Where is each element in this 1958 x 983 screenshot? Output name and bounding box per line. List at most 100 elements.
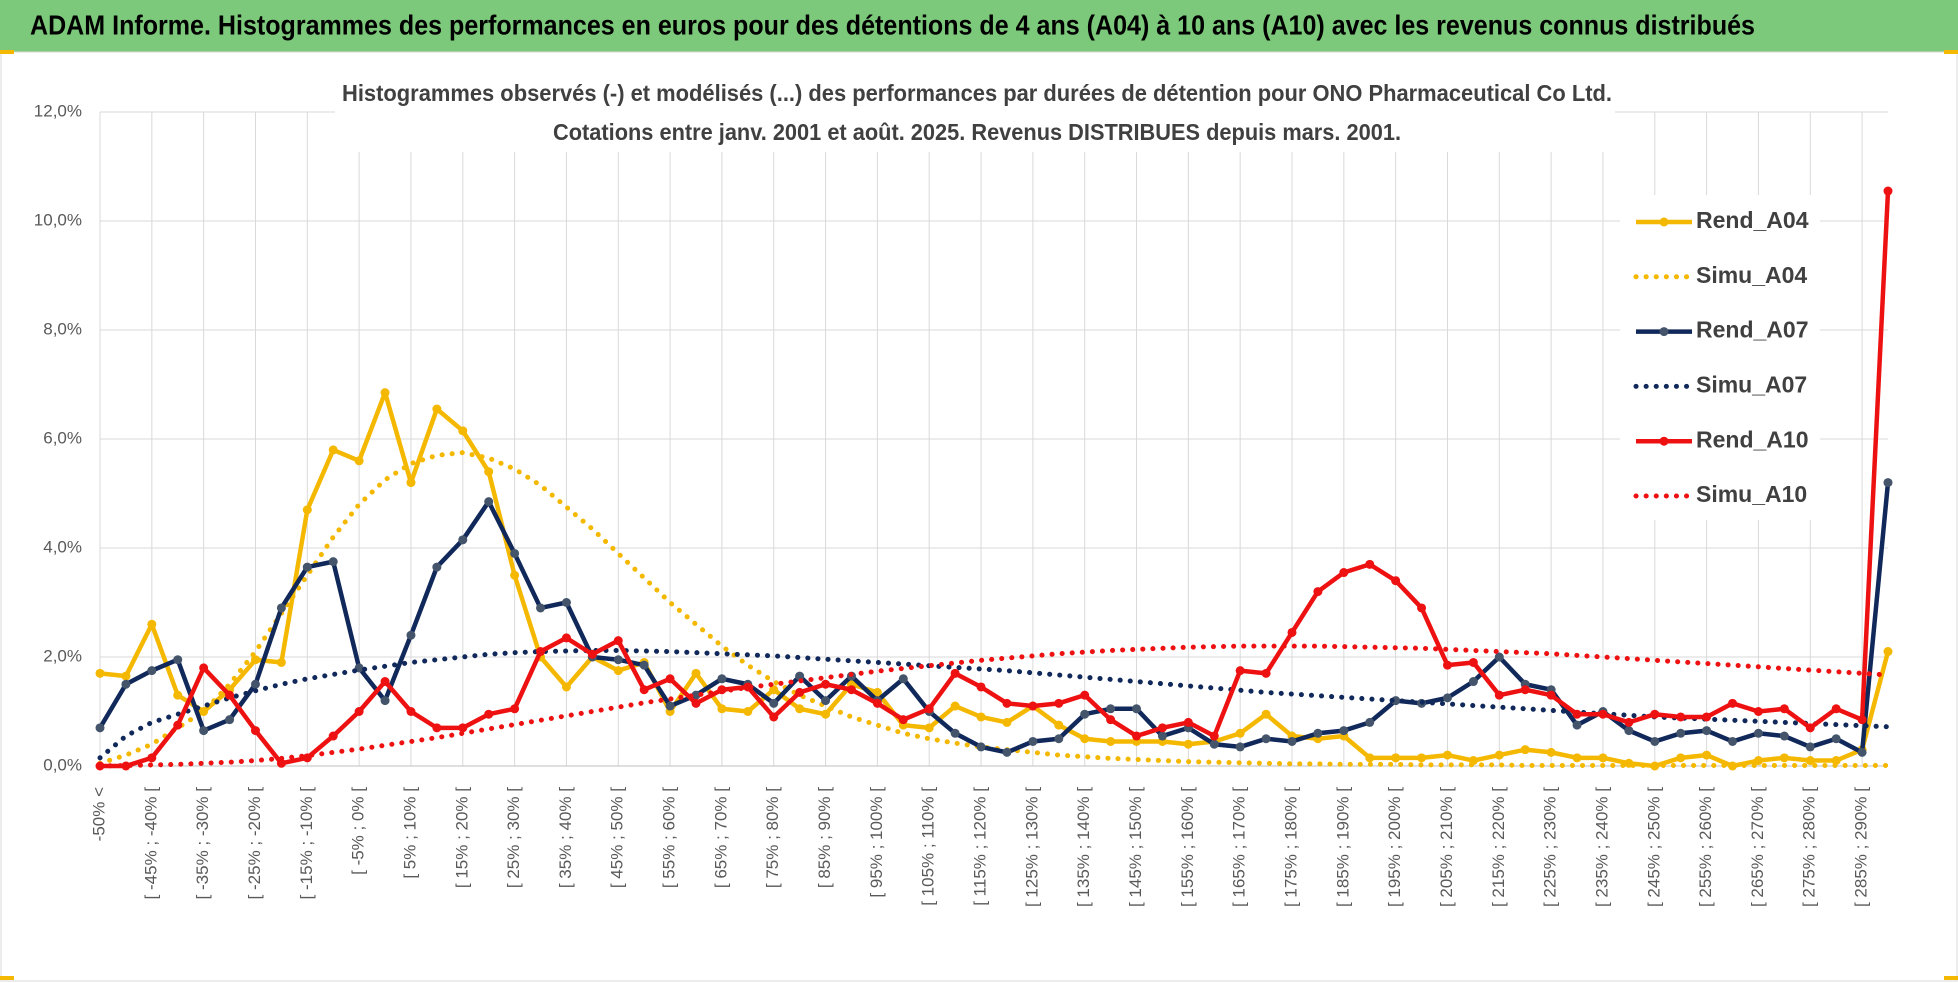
header-band (0, 0, 1958, 52)
series-line (98, 482, 1891, 755)
data-point (1598, 753, 1608, 763)
x-tick-label: [ 275% ; 280% [ (1800, 787, 1819, 907)
x-tick-label: [ 45% ; 50% [ (608, 787, 627, 888)
plot: -50% < [ -45% ; -40% [[ -35% ; -30% [[ -2… (34, 78, 1893, 907)
header-title: ADAM Informe. Histogrammes des performan… (30, 9, 1755, 40)
data-point (976, 682, 986, 692)
legend-marker (1659, 217, 1669, 227)
data-point (769, 698, 779, 708)
data-point (406, 707, 416, 716)
data-point (639, 660, 649, 670)
data-point (1702, 712, 1712, 722)
data-point (613, 666, 623, 676)
data-point (250, 726, 260, 736)
x-tick-label: [ 155% ; 160% [ (1178, 787, 1197, 907)
legend-label: Simu_A10 (1696, 481, 1807, 507)
data-point (432, 562, 442, 572)
data-point (1753, 707, 1763, 716)
data-point (432, 404, 442, 414)
data-point (898, 674, 908, 684)
data-point (1676, 728, 1686, 738)
data-point (950, 701, 960, 711)
x-tick-label: [ 245% ; 250% [ (1644, 787, 1663, 907)
x-tick-label: [ 195% ; 200% [ (1385, 787, 1404, 907)
data-point (1054, 720, 1064, 730)
data-point (1831, 756, 1841, 766)
data-point (1080, 690, 1090, 700)
legend-label: Rend_A07 (1696, 317, 1808, 343)
chart-subtitle: Cotations entre janv. 2001 et août. 2025… (553, 119, 1401, 145)
data-point (1494, 690, 1504, 700)
data-point (1753, 728, 1763, 738)
data-point (510, 704, 520, 714)
data-point (1468, 657, 1478, 667)
y-tick-label: 6,0% (43, 428, 82, 447)
data-point (1520, 685, 1530, 695)
data-point (872, 687, 882, 697)
x-tick-label: [ 225% ; 230% [ (1541, 787, 1560, 907)
x-tick-label: [ 65% ; 70% [ (711, 787, 730, 888)
data-point (1494, 750, 1504, 760)
data-point (1779, 704, 1789, 714)
data-point (1235, 666, 1245, 676)
data-point (95, 723, 105, 733)
data-point (276, 758, 286, 768)
data-point (1028, 701, 1038, 711)
data-point (458, 535, 468, 545)
data-point (1261, 734, 1271, 744)
data-point (743, 707, 753, 716)
data-point (1676, 712, 1686, 722)
data-point (173, 690, 183, 700)
legend-marker (1659, 327, 1669, 337)
data-point (1468, 677, 1478, 687)
data-point (510, 570, 520, 580)
data-point (1779, 753, 1789, 763)
x-tick-label: [ 165% ; 170% [ (1230, 787, 1249, 907)
data-point (147, 753, 157, 763)
data-point (1106, 704, 1116, 714)
data-point (1080, 709, 1090, 719)
data-point (769, 685, 779, 695)
data-point (1572, 753, 1582, 763)
data-point (380, 677, 390, 687)
data-point (1313, 587, 1323, 597)
data-point (1831, 734, 1841, 744)
series-line (99, 390, 1891, 769)
data-point (976, 742, 986, 752)
data-point (225, 690, 235, 700)
x-tick-label: [ -25% ; -20% [ (245, 787, 264, 900)
data-point (717, 674, 727, 684)
data-point (924, 704, 934, 714)
y-tick-label: 2,0% (43, 646, 82, 665)
frame (0, 51, 1958, 982)
corner (1944, 976, 1958, 980)
data-point (1209, 739, 1219, 749)
data-point (1106, 736, 1116, 746)
data-point (1391, 753, 1401, 763)
data-point (1883, 478, 1893, 488)
data-point (976, 712, 986, 722)
x-tick-label: [ 95% ; 100% [ (867, 787, 886, 898)
data-point (1520, 745, 1530, 755)
data-point (328, 445, 338, 455)
series-line (97, 643, 1891, 769)
data-point (199, 663, 209, 673)
x-tick-label: [ 175% ; 180% [ (1281, 787, 1300, 907)
data-point (121, 761, 131, 771)
y-tick-label: 10,0% (34, 210, 82, 229)
data-point (639, 685, 649, 695)
data-point (1805, 723, 1815, 733)
data-point (302, 562, 312, 572)
data-point (1183, 739, 1193, 749)
data-point (380, 388, 390, 398)
data-point (1650, 709, 1660, 719)
data-point (1132, 731, 1142, 741)
data-point (1365, 559, 1375, 569)
data-point (225, 715, 235, 725)
x-tick-label: [ -15% ; -10% [ (297, 787, 316, 900)
data-point (1494, 652, 1504, 662)
data-point (1805, 756, 1815, 766)
data-point (561, 598, 571, 607)
data-point (121, 671, 131, 681)
data-point (276, 603, 286, 613)
